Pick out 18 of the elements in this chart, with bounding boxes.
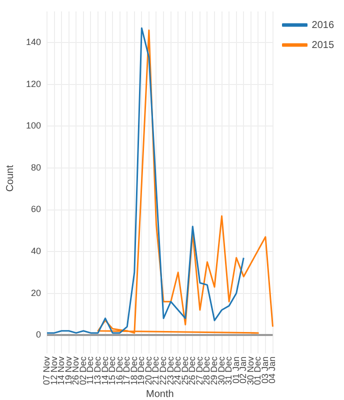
y-tick-label: 0 — [36, 330, 42, 340]
x-tick-label: 14 Dec — [100, 356, 110, 386]
y-tick-label: 40 — [31, 246, 42, 256]
x-axis-title: Month — [146, 388, 174, 400]
y-tick-label: 20 — [31, 288, 42, 298]
y-tick-label: 100 — [26, 120, 42, 131]
legend-label: 2016 — [312, 20, 334, 31]
x-tick-label: 04 Jan — [267, 356, 278, 384]
y-tick-label: 140 — [26, 37, 42, 48]
y-tick-label: 60 — [31, 204, 42, 214]
y-tick-label: 120 — [26, 78, 42, 89]
x-tick-label: 12 Nov — [48, 356, 59, 386]
y-axis-title: Count — [4, 164, 16, 192]
x-tick-label: 21 Dec — [150, 356, 161, 386]
y-tick-label: 80 — [31, 162, 42, 172]
legend-label: 2015 — [312, 40, 334, 51]
x-tick-label: 07 Nov — [42, 356, 52, 386]
x-tick-label: 30 Dec — [216, 356, 226, 386]
